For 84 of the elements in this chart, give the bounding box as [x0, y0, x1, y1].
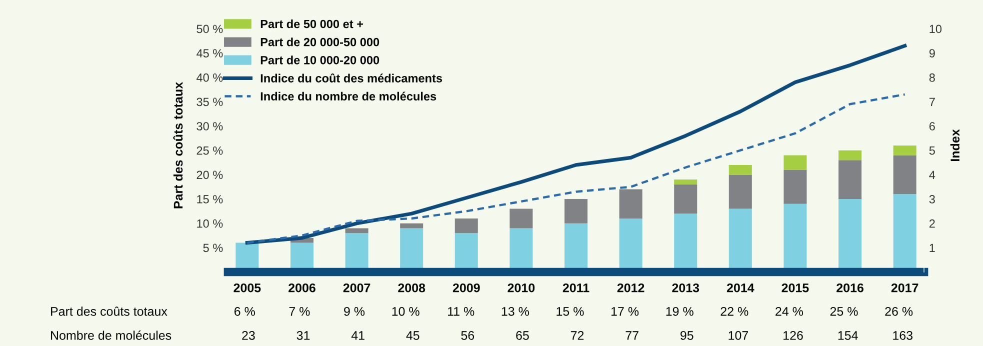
text: 72	[570, 331, 584, 340]
bar	[564, 199, 588, 224]
y2-tick-label: 10	[930, 24, 942, 34]
y2-tick-label: 6	[929, 122, 935, 130]
y2-tick-label: 9	[929, 49, 935, 58]
y-tick-label: 15 %	[197, 195, 223, 204]
total-label: 10 %	[392, 306, 420, 316]
x-tick-label: 2005	[234, 283, 261, 292]
text: 31	[296, 331, 310, 340]
y-tick-label: 30 %	[196, 122, 223, 130]
text: 41	[351, 331, 364, 340]
x-tick-label: 2011	[562, 283, 590, 292]
total-label: 9 %	[344, 306, 365, 316]
bar	[674, 180, 698, 184]
y-tick-label: 35 %	[196, 98, 223, 106]
total-label: 17 %	[611, 307, 639, 316]
text: 77	[626, 331, 638, 340]
total-label: 24 %	[776, 306, 803, 316]
legend-label: Part de 10 000-20 000	[260, 56, 380, 64]
total-label: 11 %	[448, 307, 474, 316]
total-label: 25 %	[830, 306, 858, 316]
x-tick-label: 2012	[617, 283, 644, 292]
bar	[619, 189, 642, 218]
total-label: 7 %	[289, 307, 310, 316]
bar	[400, 223, 424, 228]
y2-tick-label: 1	[930, 244, 935, 252]
x-tick-label: 2009	[452, 283, 480, 292]
bar	[728, 174, 752, 209]
total-label: 22 %	[720, 306, 748, 316]
total-label: 13 %	[502, 306, 529, 316]
legend-label: Part de 20 000-50 000	[260, 38, 380, 46]
bar	[784, 155, 807, 170]
text: 56	[461, 331, 474, 340]
text: 45	[406, 331, 420, 340]
x-tick-label: 2016	[836, 283, 864, 292]
y-tick-label: 40 %	[196, 73, 223, 82]
text: 107	[728, 331, 748, 340]
y2-tick-label: 8	[929, 73, 935, 82]
total-label: 6 %	[234, 306, 255, 316]
y2-axis-title: Index	[950, 129, 960, 161]
y-tick-label: 25 %	[196, 146, 223, 155]
text: 154	[838, 331, 858, 340]
bar	[784, 170, 807, 204]
x-tick-label: 2010	[508, 283, 535, 292]
text: Part des coûts totaux	[51, 306, 168, 316]
bar	[893, 146, 916, 156]
bar	[838, 150, 862, 160]
y-tick-label: 20 %	[196, 170, 223, 180]
text: 65	[516, 331, 529, 340]
x-tick-label: 2006	[288, 283, 316, 292]
text: Nombre de molécules	[51, 330, 172, 340]
bar	[893, 155, 916, 194]
bar	[674, 184, 698, 214]
y2-tick-label: 4	[929, 170, 936, 179]
y2-tick-label: 7	[929, 98, 935, 106]
text: 163	[893, 331, 912, 340]
y-tick-label: 10 %	[197, 219, 223, 228]
x-tick-label: 2008	[398, 283, 426, 292]
legend-label: Part de 50 000 et +	[260, 20, 364, 28]
y2-tick-label: 5	[929, 146, 935, 155]
x-tick-label: 2014	[726, 283, 754, 292]
total-label: 26 %	[885, 306, 913, 316]
x-tick-label: 2017	[891, 283, 918, 292]
x-tick-label: 2015	[782, 283, 809, 292]
y-tick-label: 50 %	[196, 24, 223, 34]
y-tick-label: 5 %	[203, 244, 223, 252]
text: 126	[784, 331, 803, 340]
y2-tick-label: 2	[929, 219, 935, 228]
bar	[345, 228, 368, 234]
text: 95	[680, 331, 694, 340]
x-tick-label: 2013	[672, 283, 700, 292]
bar	[454, 218, 478, 234]
bar	[728, 164, 752, 175]
y2-tick-label: 3	[929, 195, 935, 204]
bar	[510, 208, 533, 228]
text: 23	[242, 331, 255, 340]
y-tick-label: 45 %	[196, 49, 223, 58]
total-label: 19 %	[666, 306, 694, 316]
bar	[838, 160, 862, 200]
total-label: 15 %	[556, 307, 584, 316]
x-tick-label: 2007	[343, 283, 370, 292]
legend-label: Indice du coût des médicaments	[260, 74, 442, 82]
legend-label: Indice du nombre de molécules	[260, 92, 436, 101]
y-axis-title: Part des coûts totaux	[173, 82, 183, 208]
